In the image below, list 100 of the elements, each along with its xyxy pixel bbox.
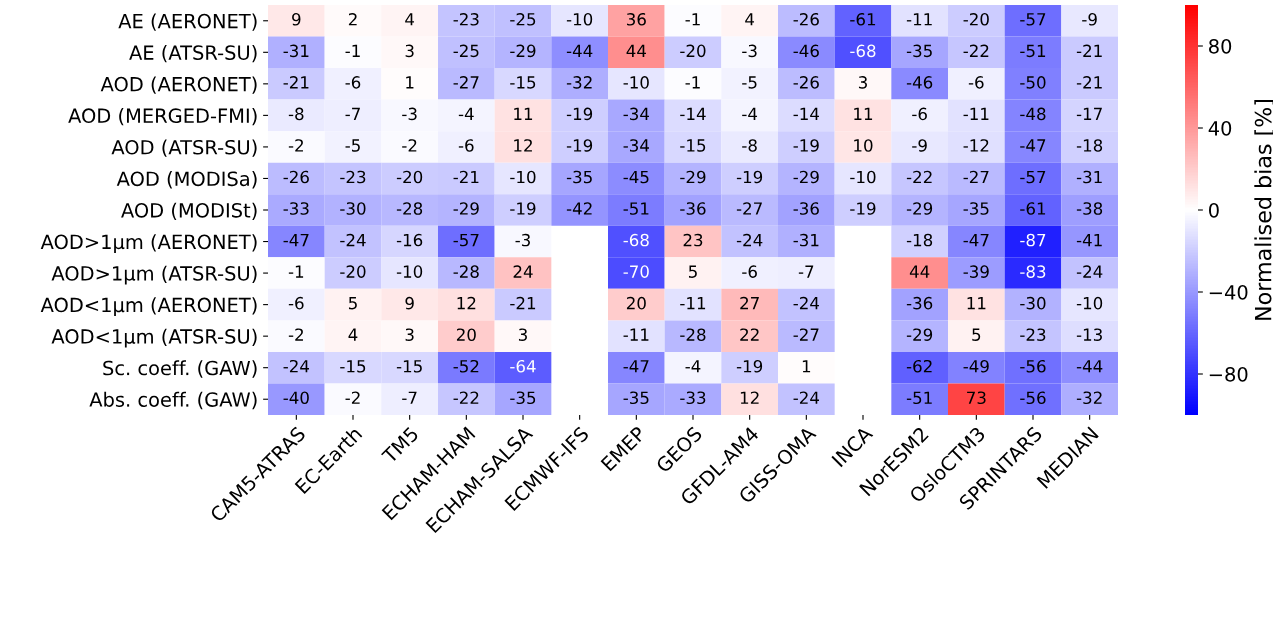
data-label: -2 bbox=[288, 139, 303, 152]
data-label: -11 bbox=[680, 297, 706, 310]
data-label: -28 bbox=[396, 202, 423, 215]
data-label: -26 bbox=[283, 170, 309, 184]
data-label: -20 bbox=[340, 265, 366, 278]
data-label: -11 bbox=[963, 107, 989, 120]
data-label: -14 bbox=[793, 107, 820, 120]
data-label: 11 bbox=[967, 297, 986, 310]
data-label: -15 bbox=[680, 139, 706, 152]
data-label: -47 bbox=[623, 360, 649, 373]
data-label: 1 bbox=[802, 360, 811, 373]
data-label: 5 bbox=[972, 328, 981, 341]
data-label: -3 bbox=[742, 44, 757, 58]
data-label: -45 bbox=[623, 170, 649, 184]
data-label: -83 bbox=[1020, 265, 1046, 278]
data-label: -10 bbox=[623, 76, 649, 89]
data-label: -35 bbox=[963, 202, 989, 215]
data-label: -1 bbox=[288, 265, 304, 278]
data-label: -28 bbox=[680, 328, 706, 341]
data-label: -24 bbox=[283, 359, 310, 373]
data-label: -30 bbox=[340, 202, 366, 215]
y-tick-label: Abs. coeff. (GAW) bbox=[89, 391, 257, 410]
data-label: 3 bbox=[405, 44, 414, 58]
data-label: -8 bbox=[288, 107, 304, 121]
data-label: -41 bbox=[1076, 233, 1102, 247]
data-label: 3 bbox=[518, 328, 527, 341]
data-label: 44 bbox=[909, 265, 930, 278]
data-label: 9 bbox=[292, 13, 301, 26]
data-label: -19 bbox=[510, 202, 536, 215]
data-label: -29 bbox=[680, 170, 706, 184]
data-label: -27 bbox=[736, 202, 762, 215]
data-label: -6 bbox=[345, 76, 361, 89]
data-label: -2 bbox=[288, 328, 303, 341]
data-label: 11 bbox=[514, 107, 533, 120]
data-label: -32 bbox=[566, 76, 592, 89]
data-label: -36 bbox=[906, 296, 933, 310]
data-label: -40 bbox=[283, 391, 309, 405]
data-label: -33 bbox=[680, 391, 706, 405]
y-tick-label: AE (ATSR-SU) bbox=[129, 44, 257, 63]
data-label: -12 bbox=[963, 139, 989, 152]
data-label: -6 bbox=[458, 139, 474, 152]
data-label: -25 bbox=[453, 44, 479, 58]
data-label: -27 bbox=[793, 328, 819, 341]
data-label: -35 bbox=[510, 391, 536, 405]
data-label: -3 bbox=[402, 107, 417, 121]
data-label: -18 bbox=[906, 233, 933, 247]
data-label: 3 bbox=[405, 328, 414, 341]
data-label: -29 bbox=[453, 202, 479, 215]
data-label: 5 bbox=[688, 265, 697, 278]
data-label: -10 bbox=[396, 265, 423, 278]
data-label: -4 bbox=[742, 107, 758, 120]
data-label: -56 bbox=[1020, 359, 1046, 373]
data-label: -6 bbox=[288, 296, 304, 310]
data-label: 12 bbox=[740, 391, 759, 404]
y-tick-label: AOD (ATSR-SU) bbox=[111, 139, 257, 157]
data-label: 5 bbox=[348, 297, 357, 310]
data-label: -31 bbox=[1076, 170, 1102, 184]
data-label: -36 bbox=[680, 202, 706, 215]
data-label: -26 bbox=[793, 76, 819, 89]
data-label: -32 bbox=[1076, 391, 1102, 405]
data-label: -7 bbox=[345, 107, 360, 120]
data-label: -21 bbox=[1076, 76, 1102, 89]
data-label: -46 bbox=[793, 44, 819, 58]
data-label: -6 bbox=[912, 107, 927, 121]
data-label: -57 bbox=[1020, 170, 1046, 184]
data-label: -14 bbox=[680, 107, 706, 120]
data-label: -25 bbox=[510, 13, 536, 26]
data-label: -11 bbox=[623, 328, 649, 341]
data-label: 11 bbox=[854, 107, 873, 120]
data-label: 73 bbox=[967, 391, 986, 405]
data-label: 9 bbox=[405, 296, 414, 310]
data-label: -21 bbox=[510, 296, 536, 310]
data-label: -28 bbox=[453, 265, 479, 278]
data-label: 20 bbox=[456, 328, 476, 341]
data-label: 23 bbox=[683, 233, 703, 247]
data-label: -47 bbox=[1020, 139, 1046, 152]
data-label: -13 bbox=[1076, 328, 1102, 341]
y-tick-label: AOD>1μm (AERONET) bbox=[40, 234, 257, 253]
data-label: -19 bbox=[736, 359, 763, 373]
data-label: -9 bbox=[912, 139, 927, 152]
data-label: -5 bbox=[742, 76, 757, 89]
data-label: -20 bbox=[963, 13, 989, 26]
data-label: -19 bbox=[736, 170, 763, 184]
data-label: -7 bbox=[798, 265, 814, 278]
data-label: 10 bbox=[854, 139, 873, 152]
data-label: -4 bbox=[685, 360, 701, 373]
data-label: -31 bbox=[283, 44, 309, 58]
data-label: -3 bbox=[515, 233, 530, 247]
data-label: -51 bbox=[1020, 44, 1046, 58]
data-label: -21 bbox=[453, 170, 479, 184]
data-label: -35 bbox=[566, 170, 592, 184]
data-label: 4 bbox=[745, 13, 755, 26]
data-label: -24 bbox=[793, 296, 820, 310]
data-label: -10 bbox=[1076, 296, 1103, 310]
data-label: 44 bbox=[626, 44, 646, 57]
data-label: -24 bbox=[340, 233, 366, 247]
data-label: -27 bbox=[453, 76, 479, 89]
data-label: -24 bbox=[736, 233, 763, 247]
data-label: -49 bbox=[963, 359, 989, 373]
data-label: -6 bbox=[742, 265, 757, 278]
